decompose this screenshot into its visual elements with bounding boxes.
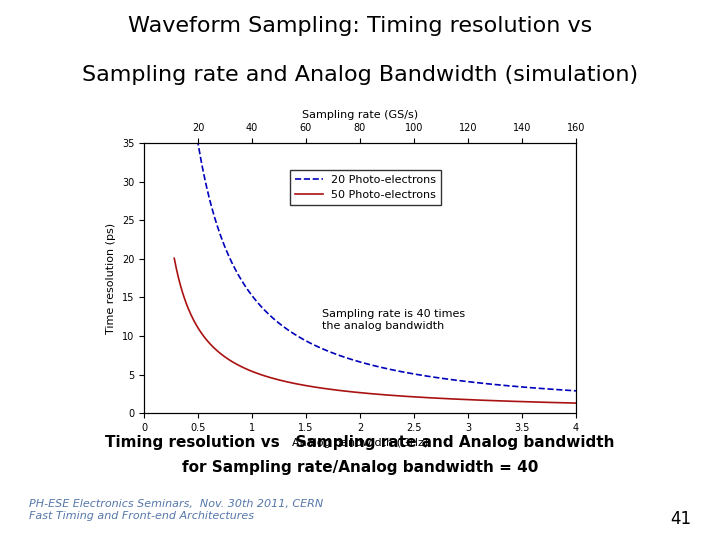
20 Photo-electrons xyxy=(273,319,282,325)
Text: for Sampling rate/Analog bandwidth = 40: for Sampling rate/Analog bandwidth = 40 xyxy=(182,460,538,475)
50 Photo-electrons xyxy=(407,394,415,400)
Y-axis label: Time resolution (ps): Time resolution (ps) xyxy=(107,222,116,334)
50 Photo-electrons xyxy=(170,255,179,261)
Text: Waveform Sampling: Timing resolution vs: Waveform Sampling: Timing resolution vs xyxy=(128,16,592,36)
50 Photo-electrons xyxy=(241,365,250,372)
50 Photo-electrons xyxy=(572,400,580,406)
20 Photo-electrons xyxy=(572,388,580,394)
20 Photo-electrons xyxy=(438,375,447,382)
Text: PH-ESE Electronics Seminars,  Nov. 30th 2011, CERN
Fast Timing and Front-end Arc: PH-ESE Electronics Seminars, Nov. 30th 2… xyxy=(29,500,323,521)
Line: 20 Photo-electrons: 20 Photo-electrons xyxy=(174,0,576,391)
Text: Timing resolution vs   Sampling rate and Analog bandwidth: Timing resolution vs Sampling rate and A… xyxy=(105,435,615,450)
Legend: 20 Photo-electrons, 50 Photo-electrons: 20 Photo-electrons, 50 Photo-electrons xyxy=(290,170,441,205)
X-axis label: Sampling rate (GS/s): Sampling rate (GS/s) xyxy=(302,110,418,120)
Text: Sampling rate is 40 times
the analog bandwidth: Sampling rate is 40 times the analog ban… xyxy=(323,309,465,330)
20 Photo-electrons xyxy=(407,370,415,377)
Text: Sampling rate and Analog Bandwidth (simulation): Sampling rate and Analog Bandwidth (simu… xyxy=(82,65,638,85)
X-axis label: Analog bandwidth (GHz): Analog bandwidth (GHz) xyxy=(292,438,428,448)
50 Photo-electrons xyxy=(351,389,360,395)
20 Photo-electrons xyxy=(472,380,481,386)
20 Photo-electrons xyxy=(241,283,250,289)
50 Photo-electrons xyxy=(273,376,282,383)
50 Photo-electrons xyxy=(472,397,481,403)
Line: 50 Photo-electrons: 50 Photo-electrons xyxy=(174,258,576,403)
Text: 41: 41 xyxy=(670,510,691,528)
20 Photo-electrons xyxy=(351,357,360,364)
50 Photo-electrons xyxy=(438,395,447,402)
